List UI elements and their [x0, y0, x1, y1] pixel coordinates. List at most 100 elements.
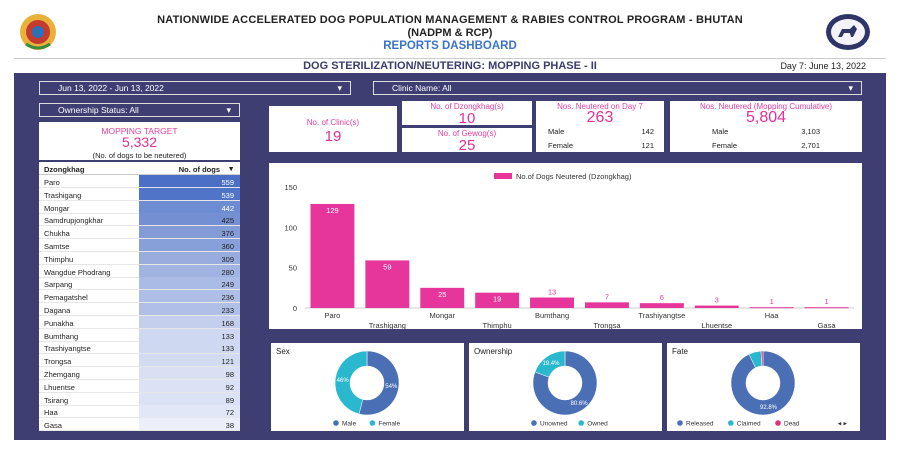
clinic-value: Clinic Name: All [392, 83, 452, 93]
legend-label: Claimed [737, 421, 761, 428]
bar[interactable] [420, 287, 465, 308]
table-row[interactable]: Haa 72 [39, 405, 240, 419]
row-dog-count: 539 [221, 190, 234, 200]
row-value-shade [139, 315, 240, 328]
donut-slice[interactable] [358, 350, 400, 416]
row-value-shade [139, 264, 240, 277]
table-row[interactable]: Chukha 376 [39, 226, 240, 240]
row-dzongkhag-name: Wangdue Phodrang [44, 267, 111, 277]
row-dzongkhag-name: Mongar [44, 203, 70, 213]
bar[interactable] [475, 292, 520, 308]
table-row[interactable]: Tsirang 89 [39, 392, 240, 406]
row-dzongkhag-name: Dagana [44, 306, 71, 315]
fate-donut-svg: Fate 92.8% Released Claimed Dead ◂ ▸ [672, 347, 848, 428]
row-value-shade [139, 367, 240, 379]
header: NATIONWIDE ACCELERATED DOG POPULATION MA… [0, 0, 900, 58]
bar[interactable] [310, 203, 355, 308]
table-row[interactable]: Gasa 38 [39, 418, 240, 432]
bar[interactable] [639, 303, 684, 308]
row-value-shade [139, 226, 240, 239]
report-subtitle: DOG STERILIZATION/NEUTERING: MOPPING PHA… [303, 60, 597, 72]
kpi-cumulative-label: Nos. Neutered (Mopping Cumulative) [699, 102, 833, 111]
bar[interactable] [694, 305, 739, 308]
row-dzongkhag-name: Trashiyangtse [44, 344, 91, 354]
table-row[interactable]: Trongsa 121 [39, 354, 240, 368]
table-header: Dzongkhag No. of dogs ▾ [39, 162, 240, 175]
table-row[interactable]: Trashigang 539 [39, 187, 240, 201]
donut-slice[interactable] [730, 350, 796, 416]
program-acronym: (NADPM & RCP) [407, 27, 493, 39]
row-dog-count: 249 [221, 280, 234, 290]
legend-dot [578, 420, 584, 426]
row-value-shade [139, 200, 240, 213]
row-dzongkhag-name: Lhuentse [44, 382, 75, 392]
legend-dot [531, 420, 537, 426]
subheader-bar: DOG STERILIZATION/NEUTERING: MOPPING PHA… [14, 58, 886, 73]
sex-donut-svg: Sex 54% 46% Male Female [276, 347, 400, 428]
row-dog-count: 38 [225, 421, 234, 431]
bar-data-label: 7 [605, 292, 609, 301]
legend-label: Female [378, 421, 400, 428]
donut-pct-label: 80.6% [571, 401, 589, 407]
row-value-shade [139, 213, 240, 226]
table-row[interactable]: Samdrupjongkhar 425 [39, 213, 240, 227]
date-range-dropdown[interactable]: Jun 13, 2022 - Jun 13, 2022 ▾ [39, 81, 351, 95]
ownership-dropdown[interactable]: Ownership Status: All ▾ [39, 103, 240, 117]
bar[interactable] [584, 302, 629, 308]
bar[interactable] [365, 260, 410, 308]
row-dzongkhag-name: Trongsa [44, 357, 72, 367]
mopping-target-value: 5,332 [121, 134, 158, 150]
bar-chart-svg: No.of Dogs Neutered (Dzongkhag) 150 100 50 0… [284, 172, 854, 330]
y-tick-label: 100 [284, 223, 297, 232]
table-row[interactable]: Pemagatshel 236 [39, 290, 240, 304]
bar[interactable] [530, 297, 575, 308]
row-dzongkhag-name: Punakha [44, 318, 74, 328]
ownership-value: Ownership Status: All [58, 105, 139, 115]
x-tick-label: Trashiyangtse [638, 311, 685, 320]
table-row[interactable]: Samtse 360 [39, 239, 240, 252]
legend-nav-arrows-icon[interactable]: ◂ ▸ [838, 420, 848, 428]
chevron-down-icon: ▾ [226, 105, 231, 115]
table-row[interactable]: Lhuentse 92 [39, 379, 240, 393]
table-row[interactable]: Wangdue Phodrang 280 [39, 264, 240, 278]
row-dog-count: 425 [221, 216, 234, 226]
donut-slice[interactable] [534, 350, 566, 378]
donut-slice[interactable] [334, 350, 368, 415]
donut-pct-label: 54% [385, 384, 398, 390]
bar[interactable] [804, 307, 849, 309]
col-dogs-header[interactable]: No. of dogs [178, 165, 220, 174]
legend-label: No.of Dogs Neutered (Dzongkhag) [516, 172, 632, 181]
clinic-dropdown[interactable]: Clinic Name: All ▾ [373, 81, 862, 95]
donut-slice[interactable] [760, 350, 764, 367]
table-row[interactable]: Bumthang 133 [39, 328, 240, 342]
table-row[interactable]: Zhemgang 98 [39, 367, 240, 380]
legend-dot [677, 420, 683, 426]
table-row[interactable]: Sarpang 249 [39, 277, 240, 291]
donut-pct-label: 92.8% [760, 405, 778, 411]
table-row[interactable]: Thimphu 309 [39, 251, 240, 265]
date-range-value: Jun 13, 2022 - Jun 13, 2022 [58, 83, 164, 93]
kpi-cum-male-label: Male [712, 127, 729, 136]
kpi-day7-male-label: Male [548, 127, 565, 136]
legend-dot [728, 420, 734, 426]
table-row[interactable]: Mongar 442 [39, 200, 240, 214]
dzongkhag-table: Dzongkhag No. of dogs ▾ Paro 559 Trashigan… [39, 162, 240, 432]
bar-data-label: 129 [326, 206, 339, 215]
legend-dot [333, 420, 339, 426]
bar[interactable] [749, 307, 794, 309]
table-row[interactable]: Paro 559 [39, 175, 240, 188]
row-value-shade [139, 405, 240, 418]
table-row[interactable]: Trashiyangtse 133 [39, 341, 240, 355]
bar-data-label: 3 [715, 296, 719, 305]
x-tick-label: Bumthang [535, 311, 569, 320]
row-dzongkhag-name: Pemagatshel [44, 293, 88, 303]
col-dzongkhag-header[interactable]: Dzongkhag [44, 165, 85, 174]
table-row[interactable]: Punakha 168 [39, 315, 240, 329]
kpi-gewogs-value: 25 [458, 137, 476, 154]
table-row[interactable]: Dagana 233 [39, 303, 240, 316]
donut-slice[interactable] [532, 350, 598, 416]
row-dog-count: 233 [221, 306, 234, 315]
sort-desc-icon[interactable]: ▾ [229, 164, 233, 173]
legend-label: Owned [587, 421, 608, 428]
row-dzongkhag-name: Tsirang [44, 395, 69, 405]
